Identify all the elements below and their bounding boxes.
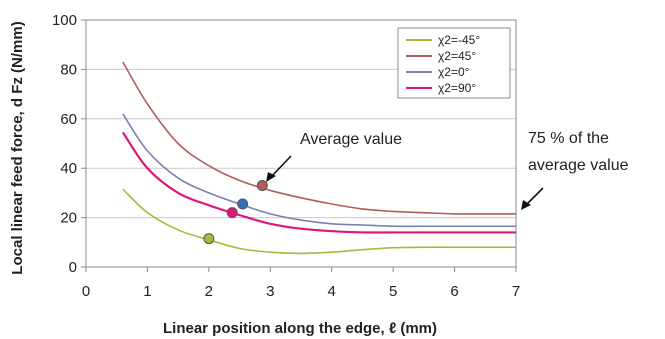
legend-label: χ2=45° [438,49,476,63]
x-tick-label: 6 [450,283,458,300]
y-axis-title: Local linear feed force, d Fz (N/mm) [9,21,26,274]
annotation-average-value: Average value [300,131,402,148]
annotation-75-line2: average value [528,157,629,174]
y-tick-label: 0 [69,259,77,276]
average-point-2 [256,179,268,191]
y-tick-label: 40 [60,160,77,177]
series-line-4 [121,131,516,234]
x-tick-label: 0 [82,283,90,300]
legend-label: χ2=0° [438,65,470,79]
arrow-75-percent [521,187,544,210]
x-tick-label: 3 [266,283,274,300]
y-tick-label: 20 [60,210,77,227]
series-line-3 [122,113,516,228]
x-axis-ticks: 0 1 2 3 4 5 6 7 [82,267,520,300]
series-line-2 [122,61,516,215]
plot-frame [85,19,517,268]
average-point-3 [237,198,249,210]
y-tick-label: 100 [52,12,77,29]
x-tick-label: 1 [143,283,151,300]
y-axis-ticks: 0 20 40 60 80 100 [52,12,86,276]
y-tick-label: 60 [60,111,77,128]
x-tick-label: 2 [205,283,213,300]
series-lines [121,61,516,255]
legend: χ2=-45° χ2=45° χ2=0° χ2=90° [397,27,511,99]
average-point-4 [226,207,238,219]
x-tick-label: 5 [389,283,397,300]
legend-label: χ2=-45° [438,33,480,47]
y-tick-label: 80 [60,61,77,78]
x-axis-title: Linear position along the edge, ℓ (mm) [163,320,437,337]
average-point-1 [203,233,215,245]
annotation-75-line1: 75 % of the [528,130,609,147]
series-line-1 [122,188,516,255]
x-tick-label: 7 [512,283,520,300]
series-markers [203,179,268,245]
legend-label: χ2=90° [438,81,476,95]
arrow-average [266,155,292,182]
x-tick-label: 4 [328,283,336,300]
